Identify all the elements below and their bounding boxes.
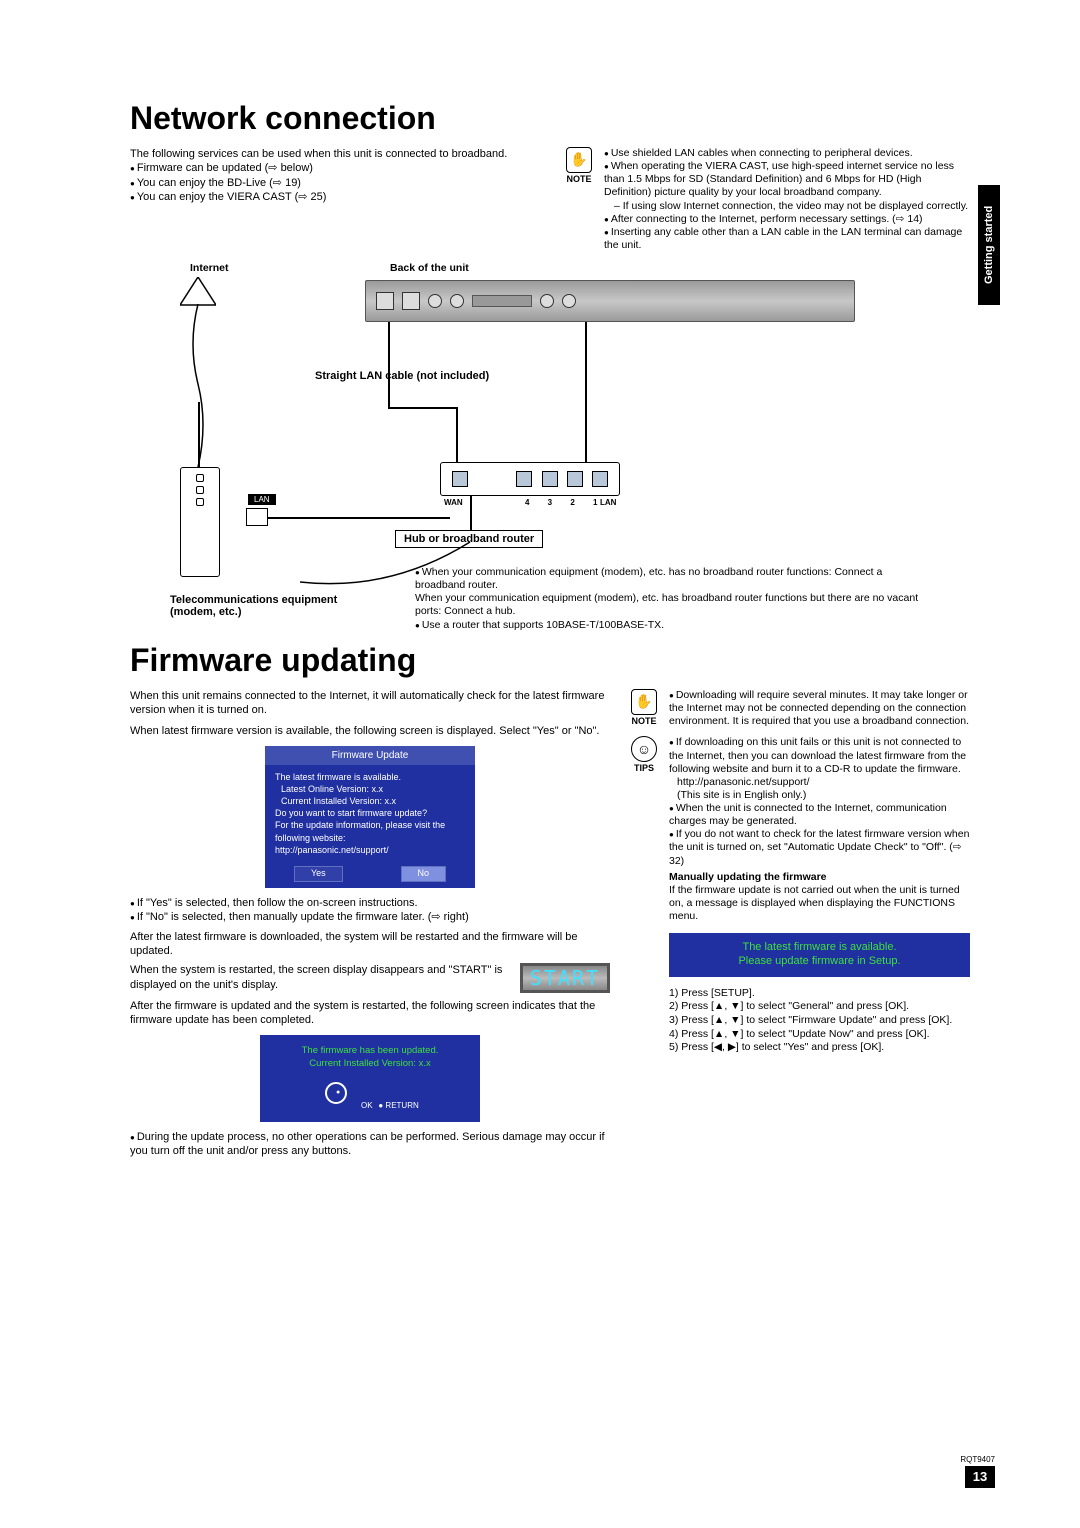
- section1-title: Network connection: [130, 100, 970, 137]
- complete2: Current Installed Version: x.x: [270, 1058, 470, 1070]
- router-box: [440, 462, 620, 496]
- page: Network connection The following service…: [0, 0, 1080, 1199]
- s2-p1: When this unit remains connected to the …: [130, 689, 610, 718]
- fw-dialog-title: Firmware Update: [265, 746, 475, 765]
- section1-note: ✋ NOTE Use shielded LAN cables when conn…: [560, 147, 970, 252]
- manual-text: If the firmware update is not carried ou…: [669, 884, 970, 923]
- dl4: For the update information, please visit…: [275, 819, 465, 843]
- tip4: If you do not want to check for the late…: [669, 828, 970, 867]
- s1-bullet-2: You can enjoy the BD-Live (⇨ 19): [130, 176, 540, 190]
- dl0: The latest firmware is available.: [275, 771, 465, 783]
- lan-cable-label: Straight LAN cable (not included): [315, 370, 489, 382]
- note-label: NOTE: [566, 174, 591, 185]
- lan-label-2: LAN: [600, 498, 616, 507]
- s2-p4: When the system is restarted, the screen…: [130, 963, 510, 992]
- r-note1: Downloading will require several minutes…: [669, 689, 970, 728]
- firmware-dialog: Firmware Update The latest firmware is a…: [265, 746, 475, 888]
- tip2: (This site is in English only.): [669, 789, 970, 802]
- s2-b2: If "No" is selected, then manually updat…: [130, 910, 610, 924]
- seg7-display: START: [520, 963, 610, 993]
- s2-p6: During the update process, no other oper…: [130, 1130, 610, 1159]
- dl2: Current Installed Version: x.x: [275, 795, 465, 807]
- telecom-label: Telecommunications equipment (modem, etc…: [170, 594, 370, 618]
- firmware-right: ✋ NOTE Downloading will require several …: [625, 689, 970, 1159]
- dl3: Do you want to start firmware update?: [275, 807, 465, 819]
- tip3: When the unit is connected to the Intern…: [669, 802, 970, 828]
- message-strip: The latest firmware is available. Please…: [669, 933, 970, 977]
- lan-cable-bold: Straight LAN cable (not included): [315, 370, 489, 382]
- s1-bullet-3: You can enjoy the VIERA CAST (⇨ 25): [130, 190, 540, 204]
- s1-note-4: Inserting any cable other than a LAN cab…: [604, 226, 970, 252]
- s2-p5: After the firmware is updated and the sy…: [130, 999, 610, 1028]
- complete-ok: OK: [361, 1101, 373, 1110]
- step3: 3) Press [▲, ▼] to select "Firmware Upda…: [669, 1014, 970, 1028]
- complete1: The firmware has been updated.: [270, 1045, 470, 1057]
- strip2: Please update firmware in Setup.: [677, 955, 962, 969]
- step2: 2) Press [▲, ▼] to select "General" and …: [669, 1000, 970, 1014]
- step1: 1) Press [SETUP].: [669, 987, 970, 1001]
- tips-label: TIPS: [634, 763, 654, 774]
- s1-note-1: Use shielded LAN cables when connecting …: [604, 147, 970, 160]
- s2-p2: When latest firmware version is availabl…: [130, 724, 610, 738]
- manual-steps: 1) Press [SETUP]. 2) Press [▲, ▼] to sel…: [669, 987, 970, 1055]
- note-icon: ✋: [566, 147, 592, 173]
- s2-p3: After the latest firmware is downloaded,…: [130, 930, 610, 959]
- dnote2: When your communication equipment (modem…: [415, 592, 918, 617]
- diagram-notes: When your communication equipment (modem…: [415, 566, 930, 632]
- section1-intro-left: The following services can be used when …: [130, 147, 540, 252]
- unit-back-panel: [365, 280, 855, 322]
- step5: 5) Press [◀, ▶] to select "Yes" and pres…: [669, 1041, 970, 1055]
- s1-note-2a: – If using slow Internet connection, the…: [604, 200, 970, 213]
- no-button[interactable]: No: [401, 866, 447, 882]
- s1-bullet-1: Firmware can be updated (⇨ below): [130, 161, 540, 175]
- note-icon-2: ✋: [631, 689, 657, 715]
- dnote3: Use a router that supports 10BASE-T/100B…: [415, 619, 930, 632]
- connection-diagram: Internet Back of the unit Straight LAN c…: [130, 262, 970, 642]
- lan-tag: LAN: [248, 494, 276, 505]
- tips-icon: ☺: [631, 736, 657, 762]
- lan-numbers: 4 3 2 1: [525, 498, 605, 507]
- lan-port: [246, 508, 268, 526]
- dl5: http://panasonic.net/support/: [275, 844, 465, 856]
- section1-intro-row: The following services can be used when …: [130, 147, 970, 252]
- note-label-2: NOTE: [631, 716, 656, 727]
- section2-title: Firmware updating: [130, 642, 970, 679]
- complete-dialog: The firmware has been updated. Current I…: [260, 1035, 480, 1122]
- s2-b1: If "Yes" is selected, then follow the on…: [130, 896, 610, 910]
- tip1: http://panasonic.net/support/: [669, 776, 970, 789]
- s1-note-3: After connecting to the Internet, perfor…: [604, 213, 970, 226]
- yes-button[interactable]: Yes: [294, 866, 343, 882]
- step4: 4) Press [▲, ▼] to select "Update Now" a…: [669, 1028, 970, 1042]
- section1-intro: The following services can be used when …: [130, 147, 540, 161]
- wan-label: WAN: [444, 498, 463, 507]
- back-label: Back of the unit: [390, 262, 469, 274]
- strip1: The latest firmware is available.: [677, 941, 962, 955]
- tip0: If downloading on this unit fails or thi…: [669, 736, 970, 775]
- s1-note-2: When operating the VIERA CAST, use high-…: [604, 160, 970, 199]
- page-number: 13: [965, 1466, 995, 1488]
- dnote1: When your communication equipment (modem…: [415, 566, 882, 591]
- complete-return: RETURN: [385, 1101, 418, 1110]
- manual-heading: Manually updating the firmware: [669, 871, 970, 884]
- doc-code: RQT9407: [960, 1455, 995, 1464]
- dl1: Latest Online Version: x.x: [275, 783, 465, 795]
- modem-box: [180, 467, 220, 577]
- firmware-row: When this unit remains connected to the …: [130, 689, 970, 1159]
- firmware-left: When this unit remains connected to the …: [130, 689, 610, 1159]
- internet-label: Internet: [190, 262, 229, 274]
